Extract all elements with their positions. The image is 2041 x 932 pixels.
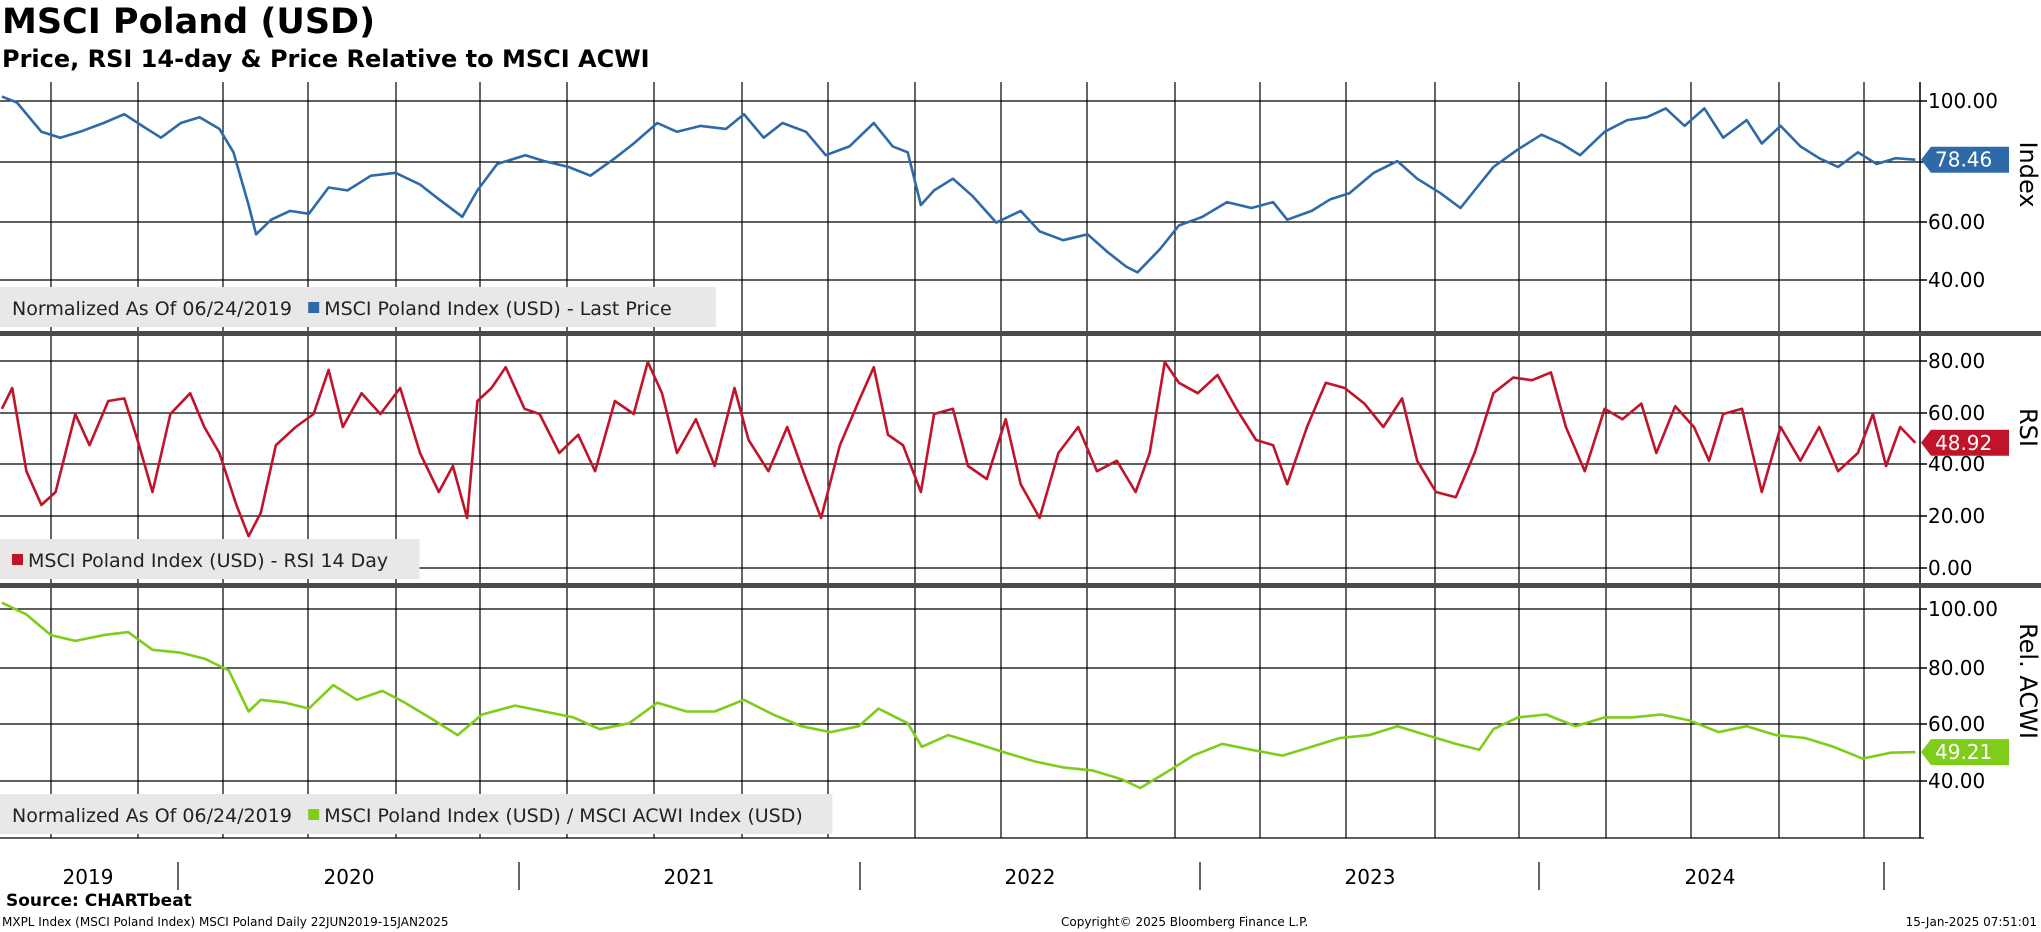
legend-swatch	[12, 554, 23, 565]
x-tick-label: 2021	[664, 865, 715, 889]
y-tick-label: 100.00	[1928, 89, 1998, 113]
series-line-relative	[1, 601, 1916, 790]
series-line-rsi	[0, 360, 1917, 538]
last-value-label: 49.21	[1935, 740, 1992, 764]
x-tick-label: 2023	[1345, 865, 1396, 889]
last-value-label: 48.92	[1935, 431, 1992, 455]
y-tick-label: 40.00	[1928, 769, 1985, 793]
legend-background	[0, 287, 716, 327]
last-value-tag	[1921, 146, 2009, 173]
panel-side-label: Rel. ACWI	[2014, 623, 2041, 739]
source-label: Source: CHARTbeat	[6, 891, 192, 911]
panel-price: 100.0080.0060.0040.0078.46IndexNormalize…	[0, 82, 2041, 331]
chart-title: MSCI Poland (USD)	[2, 2, 376, 42]
legend: Normalized As Of 06/24/2019 MSCI Poland I…	[0, 287, 716, 327]
last-value-tag	[1921, 739, 2009, 766]
x-tick-label: 2019	[63, 865, 114, 889]
y-tick-label: 40.00	[1928, 452, 1985, 476]
legend-swatch	[308, 302, 320, 313]
legend-background	[0, 539, 420, 579]
chart-subtitle: Price, RSI 14-day & Price Relative to MS…	[2, 45, 650, 73]
legend-series-label: MSCI Poland Index (USD) / MSCI ACWI Inde…	[324, 805, 803, 827]
y-tick-label: 80.00	[1928, 656, 1985, 680]
x-axis: 2019 2020 2021 2022 2023 2024	[0, 837, 1924, 890]
legend-normalized-label: Normalized As Of 06/24/2019	[12, 805, 292, 827]
y-tick-label: 60.00	[1928, 401, 1985, 425]
y-tick-label: 80.00	[1928, 349, 1985, 373]
y-tick-label: 0.00	[1928, 556, 1973, 580]
y-tick-label: 60.00	[1928, 712, 1985, 736]
panel-side-label: RSI	[2014, 408, 2041, 447]
legend: MSCI Poland Index (USD) - RSI 14 Day	[0, 539, 420, 579]
x-tick-label: 2024	[1685, 865, 1736, 889]
x-tick-label: 2022	[1005, 865, 1056, 889]
panel-side-label: Index	[2014, 141, 2041, 207]
legend: Normalized As Of 06/24/2019 MSCI Poland I…	[0, 794, 833, 834]
x-tick-label: 2020	[324, 865, 375, 889]
panel-divider	[0, 583, 2041, 588]
last-value-label: 78.46	[1935, 148, 1992, 172]
footer-copyright: Copyright© 2025 Bloomberg Finance L.P.	[1061, 915, 1309, 929]
legend-swatch	[308, 809, 320, 820]
y-tick-label: 60.00	[1928, 210, 1985, 234]
footer-ticker-info: MXPL Index (MSCI Poland Index) MSCI Pola…	[2, 915, 449, 929]
last-value-tag	[1921, 429, 2009, 456]
panel-relative: 100.00 80.00 60.00 40.00 49.21 Rel. ACWI Norma…	[0, 588, 2041, 838]
legend-series-label: MSCI Poland Index (USD) - Last Price	[324, 298, 672, 320]
footer-timestamp: 15-Jan-2025 07:51:01	[1905, 915, 2037, 929]
panel-rsi: 80.00 60.00 40.00 20.00 0.00 48.92 RSI MSCI Pol…	[0, 336, 2041, 583]
series-line-price	[1, 95, 1916, 274]
legend-series-label: MSCI Poland Index (USD) - RSI 14 Day	[28, 550, 388, 572]
legend-normalized-label: Normalized As Of 06/24/2019	[12, 298, 292, 320]
legend-background	[0, 794, 833, 834]
y-tick-label: 40.00	[1928, 268, 1985, 292]
y-tick-label: 100.00	[1928, 597, 1998, 621]
panel-divider	[0, 331, 2041, 336]
y-tick-label: 20.00	[1928, 504, 1985, 528]
